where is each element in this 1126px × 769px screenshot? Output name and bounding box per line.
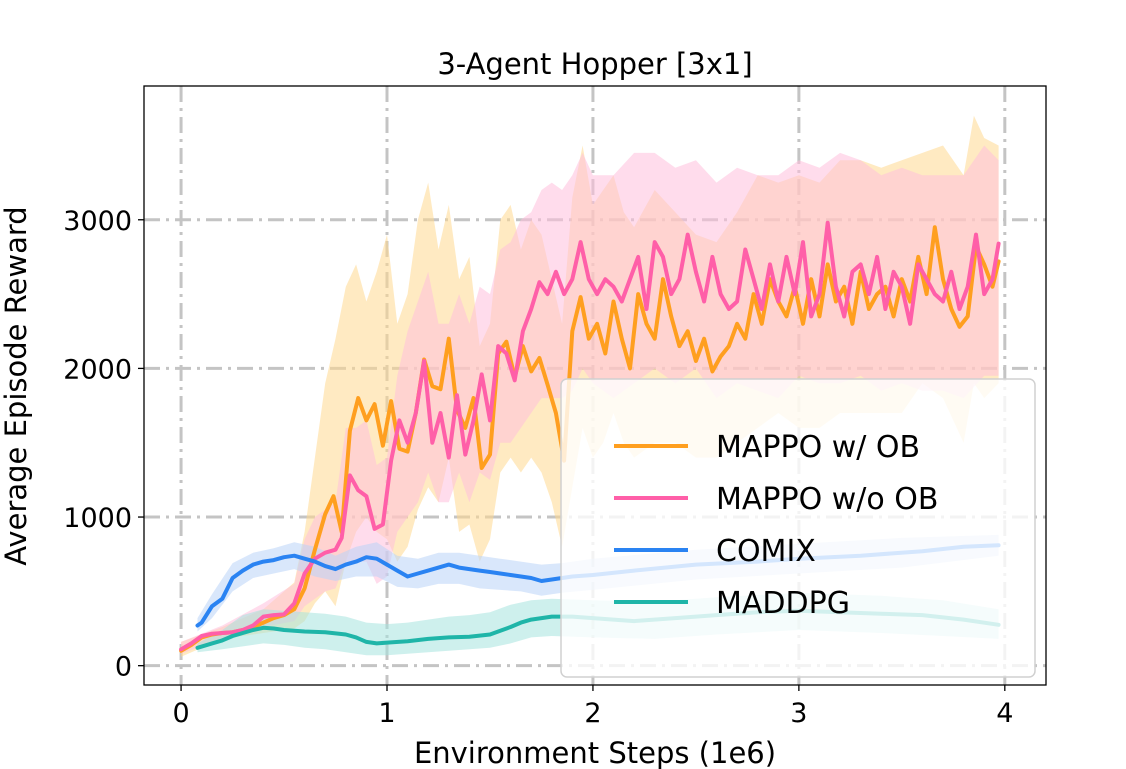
x-tick-label: 0 [172,698,189,729]
plot-frame [143,85,1047,686]
series-line-mappo-w-o-ob [179,220,1001,652]
x-axis-label: Environment Steps (1e6) [414,736,776,769]
x-tick-label: 3 [790,698,807,729]
legend-box [560,378,1036,678]
legend-label-maddpg: MADDPG [716,586,850,621]
x-tick-label: 4 [996,698,1013,729]
y-tick-label: 1000 [63,503,132,534]
legend-label-comix: COMIX [716,534,816,569]
y-tick-label: 0 [115,652,132,683]
y-tick-label: 3000 [63,206,132,237]
band-mappo-w-o-ob [181,145,999,654]
y-axis-ticks: 0 1000 2000 3000 [63,206,144,683]
legend: MAPPO w/ OB MAPPO w/o OB COMIX MADDPG [560,378,1036,678]
x-axis-ticks: 0 1 2 3 4 [172,685,1013,729]
x-tick-label: 1 [378,698,395,729]
y-tick-label: 2000 [63,354,132,385]
legend-label-mappo-w-ob: MAPPO w/ OB [716,430,920,465]
legend-label-mappo-w-o-ob: MAPPO w/o OB [716,482,938,517]
x-tick-label: 2 [584,698,601,729]
chart-title: 3-Agent Hopper [3x1] [437,47,752,81]
y-axis-label: Average Episode Reward [0,206,33,565]
